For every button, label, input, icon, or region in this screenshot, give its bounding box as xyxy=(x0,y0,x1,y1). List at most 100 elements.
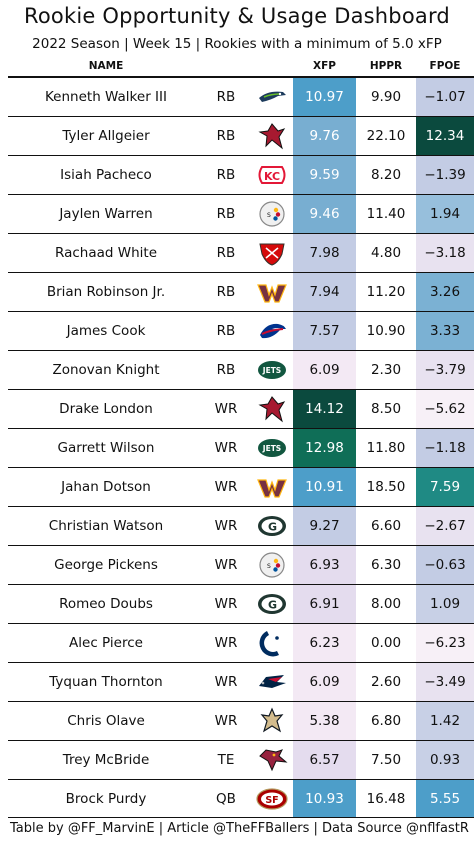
colts-logo-icon xyxy=(248,624,296,662)
col-header-name: NAME xyxy=(88,60,124,72)
buccaneers-logo-icon xyxy=(248,234,296,272)
player-name: Isiah Pacheco xyxy=(60,167,152,183)
commanders-logo-icon xyxy=(248,468,296,506)
fpoe-value: −3.18 xyxy=(416,234,474,272)
table-row: Alec Pierce WR 6.23 0.00 −6.23 xyxy=(8,623,474,662)
svg-text:KC: KC xyxy=(264,170,280,183)
player-position: WR xyxy=(214,518,238,534)
player-position: WR xyxy=(214,635,238,651)
hppr-value: 7.50 xyxy=(370,752,402,768)
player-position: RB xyxy=(216,284,236,300)
packers-logo-icon: G xyxy=(248,507,296,545)
player-position: WR xyxy=(214,401,238,417)
table-row: Romeo Doubs WR G 6.91 8.00 1.09 xyxy=(8,584,474,623)
player-position: RB xyxy=(216,323,236,339)
col-header-hppr: HPPR xyxy=(369,60,403,72)
player-position: QB xyxy=(216,791,236,807)
player-name: George Pickens xyxy=(54,557,158,573)
xfp-value: 9.59 xyxy=(293,156,356,194)
fpoe-value: −5.62 xyxy=(416,390,474,428)
table-row: Brian Robinson Jr. RB 7.94 11.20 3.26 xyxy=(8,272,474,311)
steelers-logo-icon: S xyxy=(248,546,296,584)
hppr-value: 18.50 xyxy=(366,479,406,495)
xfp-value: 7.98 xyxy=(293,234,356,272)
chiefs-logo-icon: KC xyxy=(248,156,296,194)
table-row: George Pickens WR S 6.93 6.30 −0.63 xyxy=(8,545,474,584)
fpoe-value: 3.33 xyxy=(416,312,474,350)
player-position: WR xyxy=(214,440,238,456)
player-name: Chris Olave xyxy=(67,713,145,729)
player-name: Jahan Dotson xyxy=(61,479,151,495)
table-row: Kenneth Walker III RB 10.97 9.90 −1.07 xyxy=(8,77,474,116)
xfp-value: 9.46 xyxy=(293,195,356,233)
fpoe-value: 1.42 xyxy=(416,702,474,740)
packers-logo-icon: G xyxy=(248,585,296,623)
svg-text:G: G xyxy=(268,521,277,534)
falcons-logo-icon xyxy=(248,390,296,428)
player-name: Drake London xyxy=(59,401,153,417)
xfp-value: 10.93 xyxy=(293,780,356,818)
player-position: WR xyxy=(214,557,238,573)
fpoe-value: −2.67 xyxy=(416,507,474,545)
player-name: James Cook xyxy=(66,323,146,339)
hppr-value: 4.80 xyxy=(370,245,402,261)
player-name: Garrett Wilson xyxy=(57,440,155,456)
player-name: Alec Pierce xyxy=(69,635,143,651)
hppr-value: 11.80 xyxy=(366,440,406,456)
fpoe-value: 5.55 xyxy=(416,780,474,818)
xfp-value: 6.23 xyxy=(293,624,356,662)
xfp-value: 5.38 xyxy=(293,702,356,740)
hppr-value: 8.50 xyxy=(370,401,402,417)
xfp-value: 7.94 xyxy=(293,273,356,311)
table-row: Isiah Pacheco RB KC 9.59 8.20 −1.39 xyxy=(8,155,474,194)
player-position: RB xyxy=(216,206,236,222)
commanders-logo-icon xyxy=(248,273,296,311)
hppr-value: 10.90 xyxy=(366,323,406,339)
table-row: Jaylen Warren RB S 9.46 11.40 1.94 xyxy=(8,194,474,233)
fpoe-value: −3.79 xyxy=(416,351,474,389)
jets-logo-icon: JETS xyxy=(248,351,296,389)
cardinals-logo-icon xyxy=(248,741,296,779)
hppr-value: 8.20 xyxy=(370,167,402,183)
player-position: RB xyxy=(216,362,236,378)
player-position: WR xyxy=(214,479,238,495)
xfp-value: 10.97 xyxy=(293,78,356,116)
49ers-logo-icon: SF xyxy=(248,780,296,818)
jets-logo-icon: JETS xyxy=(248,429,296,467)
fpoe-value: 0.93 xyxy=(416,741,474,779)
player-position: RB xyxy=(216,245,236,261)
table-row: Drake London WR 14.12 8.50 −5.62 xyxy=(8,389,474,428)
table-row: Zonovan Knight RB JETS 6.09 2.30 −3.79 xyxy=(8,350,474,389)
fpoe-value: 3.26 xyxy=(416,273,474,311)
xfp-value: 9.76 xyxy=(293,117,356,155)
hppr-value: 2.60 xyxy=(370,674,402,690)
fpoe-value: −1.18 xyxy=(416,429,474,467)
xfp-value: 6.91 xyxy=(293,585,356,623)
svg-text:S: S xyxy=(267,212,271,219)
xfp-value: 7.57 xyxy=(293,312,356,350)
player-position: RB xyxy=(216,89,236,105)
svg-text:G: G xyxy=(268,599,277,612)
table-row: Trey McBride TE 6.57 7.50 0.93 xyxy=(8,740,474,779)
steelers-logo-icon: S xyxy=(248,195,296,233)
hppr-value: 6.30 xyxy=(370,557,402,573)
svg-text:S: S xyxy=(267,563,271,570)
player-name: Brian Robinson Jr. xyxy=(46,284,166,300)
hppr-value: 11.40 xyxy=(366,206,406,222)
player-name: Zonovan Knight xyxy=(52,362,160,378)
hppr-value: 22.10 xyxy=(366,128,406,144)
svg-text:SF: SF xyxy=(265,795,278,806)
hppr-value: 6.80 xyxy=(370,713,402,729)
hppr-value: 0.00 xyxy=(370,635,402,651)
svg-text:JETS: JETS xyxy=(262,444,281,453)
seahawks-logo-icon xyxy=(248,78,296,116)
xfp-value: 6.57 xyxy=(293,741,356,779)
player-name: Trey McBride xyxy=(62,752,150,768)
table-row: Brock Purdy QB SF 10.93 16.48 5.55 xyxy=(8,779,474,818)
player-position: RB xyxy=(216,167,236,183)
xfp-value: 6.09 xyxy=(293,663,356,701)
table-row: Rachaad White RB 7.98 4.80 −3.18 xyxy=(8,233,474,272)
xfp-value: 6.93 xyxy=(293,546,356,584)
fpoe-value: 1.09 xyxy=(416,585,474,623)
table-row: Garrett Wilson WR JETS 12.98 11.80 −1.18 xyxy=(8,428,474,467)
